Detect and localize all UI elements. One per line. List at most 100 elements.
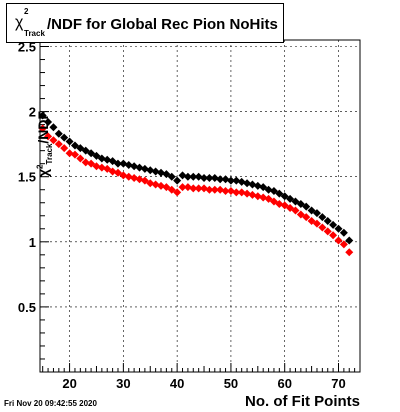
black-series-point: [312, 209, 321, 218]
black-series-point: [205, 174, 214, 183]
red-series-point: [334, 236, 343, 245]
red-series-point: [130, 174, 139, 183]
red-series-point: [216, 185, 225, 194]
black-series-point: [124, 160, 133, 169]
red-series-point: [65, 149, 74, 158]
black-series-point: [345, 236, 354, 245]
red-series-point: [92, 162, 101, 171]
red-series-point: [108, 167, 117, 176]
red-series-point: [323, 227, 332, 236]
y-axis-label-chi: χ: [35, 168, 51, 177]
x-tick-label: 30: [116, 376, 130, 391]
axis-ticks: [40, 46, 356, 372]
black-series-point: [318, 213, 327, 222]
black-series-point: [44, 118, 53, 127]
black-series-point: [65, 137, 74, 146]
red-series-point: [259, 193, 268, 202]
black-series-point: [302, 202, 311, 211]
y-tick-label: 2.5: [18, 40, 36, 55]
red-series-point: [312, 219, 321, 228]
x-tick-label: 60: [277, 376, 291, 391]
black-series-point: [264, 185, 273, 194]
y-tick-label: 2: [29, 105, 36, 120]
black-series-point: [119, 159, 128, 168]
black-series-point: [167, 172, 176, 181]
red-series-point: [119, 171, 128, 180]
black-series-point: [173, 176, 182, 185]
red-series-point: [200, 184, 209, 193]
red-series-point: [81, 158, 90, 167]
black-series-point: [54, 129, 63, 138]
red-series-point: [124, 172, 133, 181]
black-series-point: [103, 155, 112, 164]
black-series-point: [140, 164, 149, 173]
red-series-point: [345, 248, 354, 257]
data-points: [38, 111, 354, 257]
y-axis-label: χ2Track/NDF: [35, 57, 54, 177]
black-series-point: [237, 177, 246, 186]
red-series-point: [173, 188, 182, 197]
plot-frame: [39, 39, 361, 373]
black-series-point: [60, 133, 69, 142]
black-series-point: [200, 174, 209, 183]
red-series-point: [226, 187, 235, 196]
red-series-point: [157, 181, 166, 190]
black-series-point: [226, 176, 235, 185]
black-series-point: [232, 176, 241, 185]
red-series-point: [44, 132, 53, 141]
red-series-point: [275, 200, 284, 209]
y-tick-label: 1.5: [18, 170, 36, 185]
black-series-point: [210, 174, 219, 183]
black-series-point: [339, 228, 348, 237]
red-series-point: [54, 140, 63, 149]
y-axis-label-sup: 2: [35, 164, 45, 169]
chart-title: χ 2 Track /NDF for Global Rec Pion NoHit…: [6, 3, 284, 43]
title-text: /NDF for Global Rec Pion NoHits: [47, 16, 278, 33]
x-tick-label: 50: [224, 376, 238, 391]
black-series-point: [157, 168, 166, 177]
black-series-point: [113, 159, 122, 168]
red-series-point: [210, 185, 219, 194]
black-series-point: [38, 111, 47, 120]
black-series-point: [216, 175, 225, 184]
red-series-point: [178, 183, 187, 192]
red-series-point: [194, 184, 203, 193]
red-series-point: [329, 231, 338, 240]
red-series-point: [97, 163, 106, 172]
title-chi-symbol: χ: [15, 14, 24, 31]
red-series-point: [243, 189, 252, 198]
x-tick-label: 20: [62, 376, 76, 391]
black-series-point: [323, 216, 332, 225]
red-series-point: [339, 240, 348, 249]
black-series-point: [221, 175, 230, 184]
black-series-point: [130, 162, 139, 171]
axis-tick-labels: 20 30 40 50 60 700.511.522.5: [18, 40, 346, 391]
black-series-point: [253, 181, 262, 190]
y-axis-label-sub: Track: [44, 143, 54, 165]
red-series-point: [76, 154, 85, 163]
black-series-point: [248, 180, 257, 189]
title-superscript: 2: [24, 7, 29, 16]
red-series-point: [253, 192, 262, 201]
red-series-point: [221, 187, 230, 196]
black-series-point: [135, 163, 144, 172]
red-series-point: [318, 223, 327, 232]
black-series-point: [334, 224, 343, 233]
red-series-point: [38, 124, 47, 133]
red-series-point: [70, 150, 79, 159]
black-series-point: [329, 220, 338, 229]
x-axis-label: No. of Fit Points: [245, 393, 360, 410]
red-series-point: [237, 188, 246, 197]
red-series-point: [146, 179, 155, 188]
black-series-point: [146, 166, 155, 175]
red-series-point: [189, 184, 198, 193]
black-series-point: [183, 172, 192, 181]
black-series-point: [189, 172, 198, 181]
red-series-point: [248, 190, 257, 199]
red-series-point: [302, 213, 311, 222]
timestamp: Fri Nov 20 09:42:55 2020: [4, 399, 97, 408]
y-tick-label: 1: [29, 235, 36, 250]
red-series-point: [135, 175, 144, 184]
red-series-point: [205, 185, 214, 194]
